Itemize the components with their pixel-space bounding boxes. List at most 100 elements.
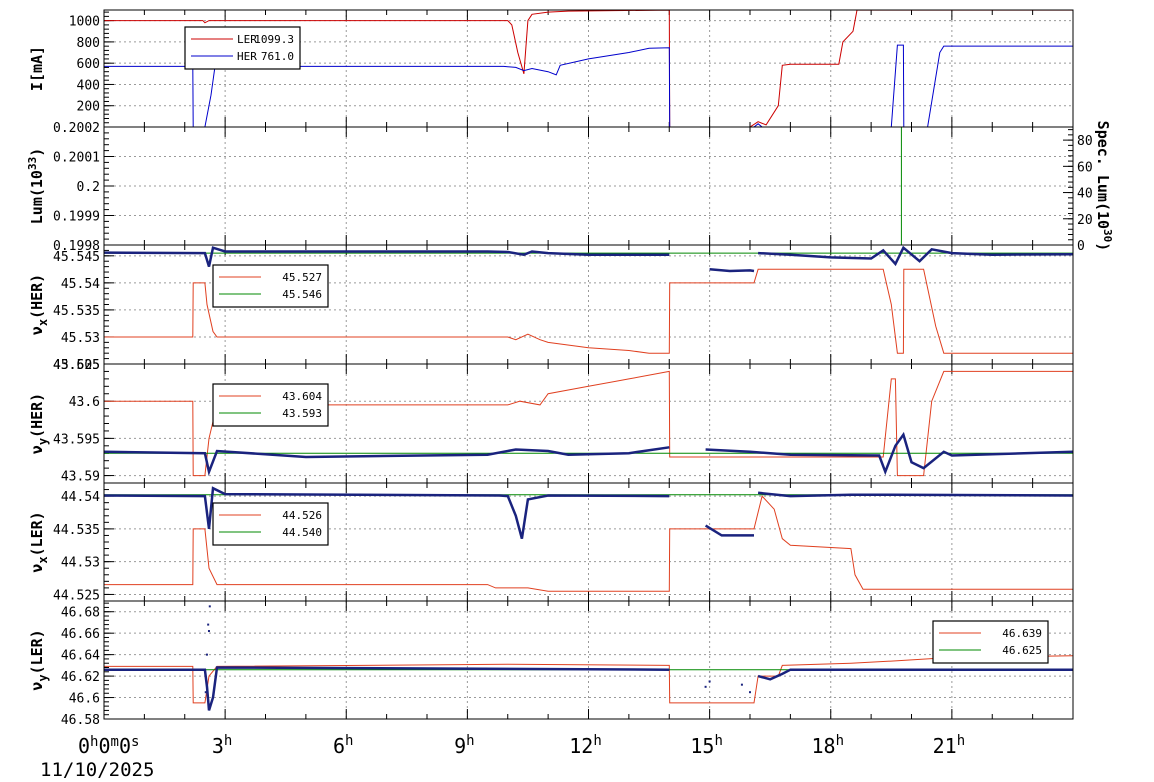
y-tick-label: 45.545 bbox=[53, 250, 100, 265]
legend-value: 43.593 bbox=[282, 407, 322, 420]
legend-value: 761.0 bbox=[261, 50, 294, 63]
series-measured bbox=[705, 431, 1073, 476]
legend-value: 45.527 bbox=[282, 271, 322, 284]
x-tick-sup: h bbox=[593, 733, 601, 749]
y-axis-label-main: ν bbox=[28, 564, 46, 573]
y-tick-label: 1000 bbox=[69, 15, 100, 30]
legend: 46.639 46.625 bbox=[932, 620, 1049, 664]
y-axis-label-main: I[mA] bbox=[28, 46, 46, 91]
y-axis-label-end: (LER) bbox=[28, 629, 46, 674]
y-tick-label: 46.58 bbox=[61, 713, 100, 728]
y-tick-label: 45.535 bbox=[53, 304, 100, 319]
right-axis-label-sup: 30 bbox=[1101, 229, 1114, 242]
y-tick-label: 46.66 bbox=[61, 627, 100, 642]
x-tick-label: 18h bbox=[811, 733, 844, 758]
x-start-unit: h bbox=[90, 734, 98, 750]
scatter-point bbox=[207, 630, 210, 633]
x-start-num: 0 bbox=[119, 734, 131, 758]
scatter-point bbox=[207, 623, 210, 626]
legend-label: LER bbox=[237, 33, 257, 46]
series-measured bbox=[758, 245, 1073, 267]
scatter-point bbox=[708, 680, 711, 683]
series-measured bbox=[709, 268, 755, 273]
series-set bbox=[104, 495, 1073, 592]
legend-box bbox=[212, 383, 329, 427]
date-label: 11/10/2025 bbox=[40, 759, 154, 781]
legend-value: 46.625 bbox=[1002, 644, 1042, 657]
x-tick-label: 21h bbox=[933, 733, 966, 758]
y-tick-label: 45.525 bbox=[53, 358, 100, 373]
x-tick-sup: h bbox=[836, 733, 844, 749]
series-set bbox=[104, 655, 1073, 704]
y-tick-label: 44.525 bbox=[53, 588, 100, 603]
panel-lum: 0.1998 0.1999 0.2 0.2001 0.2002 0 20 40 60 80 Spec… bbox=[26, 121, 1114, 254]
legend-value: 44.526 bbox=[282, 509, 322, 522]
x-tick-label: 6h bbox=[333, 733, 353, 758]
x-tick-label: 3h bbox=[212, 733, 232, 758]
y-tick-label: 800 bbox=[77, 36, 100, 51]
x-start-label: 0h0m0s bbox=[78, 734, 139, 758]
y-axis-label: νx(HER) bbox=[28, 274, 50, 335]
panel-frame bbox=[103, 600, 1074, 720]
y-tick-label: 44.54 bbox=[61, 490, 100, 505]
legend-box bbox=[212, 502, 329, 546]
y-tick-label: 0.1999 bbox=[53, 210, 100, 225]
x-start-num: 0 bbox=[78, 734, 90, 758]
y-tick-label: 44.53 bbox=[61, 556, 100, 571]
legend-label: HER bbox=[237, 50, 257, 63]
series-HER bbox=[104, 44, 1073, 127]
y-axis-label-main: Lum(10 bbox=[28, 170, 46, 224]
right-axis-label-main: Spec. Lum(10 bbox=[1094, 121, 1112, 229]
x-tick-label: 15h bbox=[690, 733, 723, 758]
x-tick-sup: h bbox=[466, 733, 474, 749]
y-axis-label-end: (HER) bbox=[28, 274, 46, 319]
y-axis-label-end: (LER) bbox=[28, 511, 46, 556]
legend-value: 46.639 bbox=[1002, 627, 1042, 640]
x-tick-num: 15 bbox=[690, 734, 714, 758]
legend: 44.526 44.540 bbox=[212, 502, 329, 546]
y-tick-label: 45.53 bbox=[61, 331, 100, 346]
legend-box bbox=[212, 264, 329, 308]
scatter-point bbox=[740, 683, 743, 686]
y-axis-label-end: ) bbox=[28, 148, 46, 157]
x-tick-num: 9 bbox=[454, 734, 466, 758]
right-axis-label-end: ) bbox=[1094, 242, 1112, 251]
series-measured bbox=[104, 666, 670, 711]
y-tick-label: 46.6 bbox=[69, 692, 100, 707]
y-tick-label: 46.64 bbox=[61, 649, 100, 664]
x-tick-sup: h bbox=[224, 733, 232, 749]
right-tick-label: 80 bbox=[1077, 134, 1093, 149]
legend: 43.604 43.593 bbox=[212, 383, 329, 427]
panel-nuyher: 43.59 43.595 43.6 43.605 νy(HER) 43.604 43.593 bbox=[28, 358, 1074, 485]
y-tick-label: 200 bbox=[77, 100, 100, 115]
y-tick-label: 0.2002 bbox=[53, 121, 100, 136]
y-tick-label: 43.605 bbox=[53, 358, 100, 373]
x-tick-sup: h bbox=[957, 733, 965, 749]
scatter-point bbox=[205, 653, 208, 656]
scatter-point bbox=[208, 605, 211, 608]
y-tick-label: 43.595 bbox=[53, 432, 100, 447]
y-tick-label: 46.62 bbox=[61, 670, 100, 685]
right-axis-label: Spec. Lum(1030) bbox=[1094, 121, 1114, 252]
y-axis-label: νx(LER) bbox=[28, 511, 50, 572]
x-tick-sup: h bbox=[345, 733, 353, 749]
x-tick-num: 18 bbox=[811, 734, 835, 758]
scatter-point bbox=[704, 685, 707, 688]
x-tick-num: 6 bbox=[333, 734, 345, 758]
y-tick-label: 43.59 bbox=[61, 470, 100, 485]
y-tick-label: 43.6 bbox=[69, 395, 100, 410]
legend-box bbox=[184, 26, 301, 70]
y-axis-label: νy(HER) bbox=[28, 393, 50, 454]
series-measured bbox=[104, 246, 670, 267]
legend-value: 44.540 bbox=[282, 526, 322, 539]
right-tick-label: 20 bbox=[1077, 213, 1093, 228]
legend-value: 45.546 bbox=[282, 288, 322, 301]
panel-nuyler: 46.58 46.6 46.62 46.64 46.66 46.68 νy(LER) 46.6… bbox=[28, 600, 1074, 728]
legend: 45.527 45.546 bbox=[212, 264, 329, 308]
y-tick-label: 0.2 bbox=[77, 180, 100, 195]
series-group bbox=[104, 245, 1073, 354]
legend-box bbox=[932, 620, 1049, 664]
